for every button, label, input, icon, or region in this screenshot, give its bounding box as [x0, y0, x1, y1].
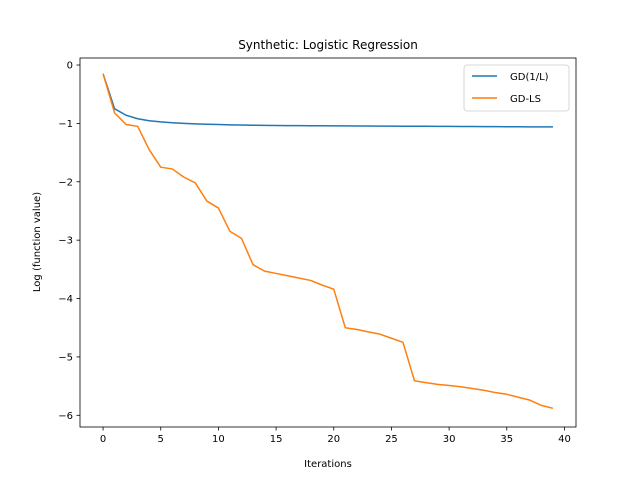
series-layer — [102, 73, 554, 410]
legend-label-2: GD-LS — [510, 94, 541, 105]
x-tick-label: 15 — [270, 434, 283, 445]
y-tick-label: −5 — [58, 352, 73, 363]
y-tick-label: 0 — [67, 61, 73, 72]
y-tick-label: −1 — [58, 119, 73, 130]
y-axis-label: Log (function value) — [32, 192, 43, 292]
x-tick-label: 20 — [327, 434, 340, 445]
chart-title: Synthetic: Logistic Regression — [238, 38, 418, 52]
y-tick-label: −4 — [58, 294, 73, 305]
x-tick-label: 25 — [385, 434, 398, 445]
y-tick-label: −3 — [58, 236, 73, 247]
x-tick-label: 30 — [443, 434, 456, 445]
series-line-1 — [102, 73, 553, 128]
y-tick-label: −2 — [58, 177, 73, 188]
plot-background — [80, 58, 576, 427]
series-line-2 — [102, 73, 554, 410]
x-tick-label: 35 — [500, 434, 513, 445]
x-tick-label: 5 — [158, 434, 164, 445]
x-axis-label: Iterations — [304, 459, 352, 470]
x-tick-label: 0 — [100, 434, 106, 445]
plot-area — [80, 58, 576, 427]
axes-frame — [79, 57, 577, 428]
legend: GD(1/L) GD-LS — [463, 64, 570, 112]
x-tick-label: 40 — [558, 434, 571, 445]
axes-layer: 0 5 10 15 20 25 30 35 40 0 −1 −2 −3 −4 −5 −6 — [58, 57, 577, 445]
legend-label-1: GD(1/L) — [510, 72, 549, 83]
x-tick-label: 10 — [212, 434, 225, 445]
y-tick-label: −6 — [58, 411, 73, 422]
